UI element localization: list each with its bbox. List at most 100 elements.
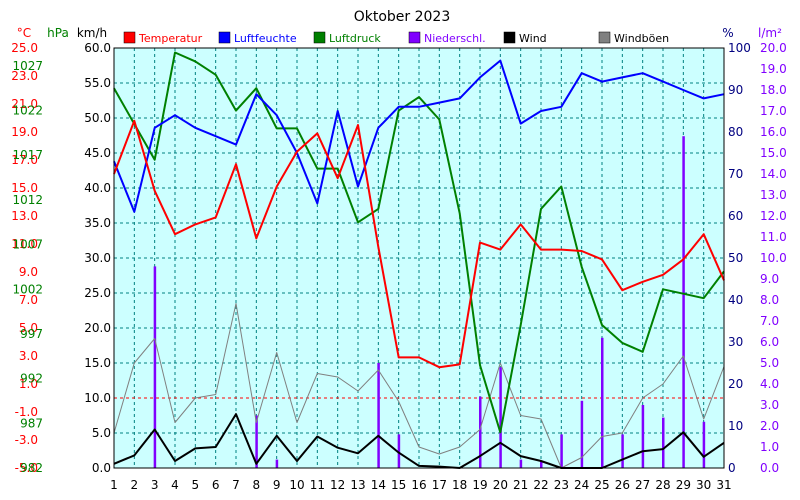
precip-tick-label: 6.0 — [760, 335, 779, 349]
precip-tick-label: 8.0 — [760, 293, 779, 307]
chart-title: Oktober 2023 — [354, 9, 451, 25]
wind-tick-label: 30.0 — [84, 251, 111, 265]
precip-tick-label: 9.0 — [760, 272, 779, 286]
precip-tick-label: 16.0 — [760, 125, 787, 139]
wind-tick-label: 50.0 — [84, 111, 111, 125]
pressure-tick-label: 1017 — [12, 148, 43, 162]
precip-tick-label: 11.0 — [760, 230, 787, 244]
x-tick-label: 15 — [391, 478, 406, 492]
legend-swatch — [408, 31, 421, 44]
humidity-tick-label: 0 — [728, 461, 736, 475]
humidity-tick-label: 40 — [728, 293, 743, 307]
humidity-tick-label: 100 — [728, 41, 751, 55]
precip-tick-label: 3.0 — [760, 398, 779, 412]
precip-tick-label: 18.0 — [760, 83, 787, 97]
x-tick-label: 1 — [110, 478, 118, 492]
wind-tick-label: 25.0 — [84, 286, 111, 300]
plot-border — [113, 47, 725, 469]
series-line-windb-en — [113, 303, 725, 469]
temperature-tick-label: 13.0 — [11, 209, 38, 223]
series-line-luftdruck — [113, 51, 725, 434]
wind-unit-label: km/h — [77, 26, 107, 40]
legend-label: Luftdruck — [329, 32, 381, 45]
x-tick-label: 26 — [615, 478, 630, 492]
precip-bar — [662, 417, 665, 468]
x-tick-label: 4 — [171, 478, 179, 492]
pressure-tick-label: 997 — [20, 327, 43, 341]
pressure-tick-label: 1027 — [12, 59, 43, 73]
x-tick-label: 10 — [289, 478, 304, 492]
series-line-luftfeuchte — [113, 59, 725, 213]
precip-bar — [479, 396, 482, 468]
x-tick-label: 7 — [232, 478, 240, 492]
precip-tick-label: 0.0 — [760, 461, 779, 475]
x-tick-label: 18 — [452, 478, 467, 492]
precip-bar — [255, 415, 258, 468]
wind-tick-label: 45.0 — [84, 146, 111, 160]
wind-tick-label: 20.0 — [84, 321, 111, 335]
precip-bar — [580, 400, 584, 468]
precip-bar — [621, 434, 624, 468]
wind-tick-label: 0.0 — [92, 461, 111, 475]
humidity-tick-label: 10 — [728, 419, 743, 433]
temperature-tick-label: 1.0 — [19, 377, 38, 391]
legend: Temperatur Luftfeuchte Luftdruck Niederschl… — [123, 31, 669, 45]
pressure-tick-label: 1012 — [12, 193, 43, 207]
x-tick-label: 2 — [131, 478, 139, 492]
series-lines — [113, 51, 725, 469]
humidity-tick-label: 80 — [728, 125, 743, 139]
precip-bars — [153, 136, 706, 468]
x-tick-label: 30 — [696, 478, 711, 492]
wind-tick-label: 15.0 — [84, 356, 111, 370]
precip-tick-label: 1.0 — [760, 440, 779, 454]
precip-tick-label: 7.0 — [760, 314, 779, 328]
series-line-temperatur — [113, 119, 725, 369]
wind-tick-label: 10.0 — [84, 391, 111, 405]
temperature-tick-label: 23.0 — [11, 69, 38, 83]
precip-bar — [153, 266, 157, 468]
x-tick-label: 14 — [371, 478, 386, 492]
precip-bar — [641, 405, 645, 468]
wind-tick-label: 35.0 — [84, 216, 111, 230]
precip-bar — [702, 421, 706, 468]
legend-label: Luftfeuchte — [234, 32, 297, 45]
precip-bar — [377, 363, 380, 468]
temperature-tick-label: 25.0 — [11, 41, 38, 55]
precip-bar — [275, 459, 279, 468]
precip-tick-label: 13.0 — [760, 188, 787, 202]
temperature-tick-label: 15.0 — [11, 181, 38, 195]
x-tick-label: 17 — [432, 478, 447, 492]
legend-label: Windböen — [614, 32, 669, 45]
x-tick-label: 13 — [350, 478, 365, 492]
precip-tick-label: 10.0 — [760, 251, 787, 265]
humidity-tick-label: 90 — [728, 83, 743, 97]
temperature-tick-label: 9.0 — [19, 265, 38, 279]
temperature-tick-label: 21.0 — [11, 97, 38, 111]
pressure-unit-label: hPa — [47, 26, 69, 40]
x-tick-label: 3 — [151, 478, 159, 492]
precip-bar — [499, 367, 502, 468]
pressure-tick-label: 982 — [20, 461, 43, 475]
humidity-unit-label: % — [722, 26, 733, 40]
x-tick-label: 19 — [472, 478, 487, 492]
wind-tick-label: 5.0 — [92, 426, 111, 440]
legend-label: Niederschl. — [424, 32, 486, 45]
legend-swatch — [123, 31, 136, 44]
wind-tick-label: 55.0 — [84, 76, 111, 90]
temperature-tick-label: 17.0 — [11, 153, 38, 167]
x-tick-label: 16 — [411, 478, 426, 492]
precip-bar — [397, 434, 401, 468]
x-tick-label: 29 — [676, 478, 691, 492]
precip-tick-label: 12.0 — [760, 209, 787, 223]
precip-tick-label: 17.0 — [760, 104, 787, 118]
precip-tick-label: 19.0 — [760, 62, 787, 76]
x-tick-label: 11 — [310, 478, 325, 492]
pressure-tick-label: 1007 — [12, 238, 43, 252]
precip-bar — [519, 459, 523, 468]
x-tick-label: 8 — [253, 478, 261, 492]
x-tick-label: 24 — [574, 478, 589, 492]
precip-tick-label: 15.0 — [760, 146, 787, 160]
temperature-tick-label: 7.0 — [19, 293, 38, 307]
temperature-tick-label: -1.0 — [15, 405, 38, 419]
